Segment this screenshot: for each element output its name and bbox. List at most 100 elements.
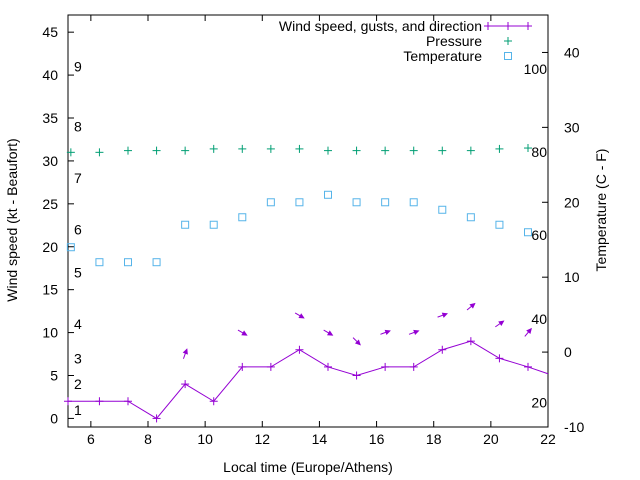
wind-point [181,380,190,389]
wind-point [466,337,475,346]
legend-label: Pressure [426,33,482,49]
pressure-point [409,146,418,155]
y2-tick-label: 0 [564,344,572,360]
wind-point [324,362,332,371]
legend: Wind speed, gusts, and directionPressure… [279,18,532,64]
y2-tick-label: -10 [564,419,584,435]
wind-point [95,397,104,406]
wind-point [64,397,72,406]
y-tick-label: 15 [42,282,58,298]
legend-marker [504,52,512,60]
pressure-point [381,146,390,155]
fahrenheit-label: 100 [524,61,548,77]
legend-marker [504,22,512,30]
arrow-head [327,330,334,336]
wind-arrow [437,312,449,318]
pressure-point [438,146,447,155]
y-tick-label: 45 [42,24,58,40]
wind-arrow [524,327,532,337]
y-tick-label: 40 [42,67,58,83]
y2-axis-label: Temperature (C - F) [593,149,609,272]
legend-marker [484,22,492,30]
arrow-head [469,302,476,309]
arrow-head [498,320,505,326]
arrow-head [384,329,391,336]
y2-tick-label: 40 [564,44,580,60]
arrow-head [298,313,305,319]
x-tick-label: 16 [369,431,385,447]
temperature-point [524,228,532,237]
fahrenheit-label: 20 [531,394,547,410]
y-tick-label: 5 [50,368,58,384]
y-tick-label: 35 [42,110,58,126]
series-pressure [66,144,532,157]
wind-point [209,397,218,406]
wind-arrow [408,329,420,336]
temperature-point [495,220,504,229]
beaufort-label: 5 [74,265,82,281]
pressure-point [209,144,218,153]
wind-arrow [466,302,476,311]
pressure-point [266,144,275,153]
y-tick-label: 10 [42,325,58,341]
arrow-head [354,339,361,346]
pressure-point [352,146,361,155]
beaufort-label: 8 [74,119,82,135]
wind-arrows [182,302,532,359]
temperature-point [295,198,304,207]
wind-point [524,362,532,371]
temperature-point [66,243,75,252]
x-tick-label: 12 [254,431,270,447]
wind-point [124,397,132,406]
wind-arrow [237,329,248,336]
wind-point [381,362,390,371]
wind-point [266,362,275,371]
pressure-point [95,148,104,157]
temperature-point [209,220,218,229]
pressure-point [495,144,504,153]
y-tick-label: 30 [42,153,58,169]
plot-frame [67,14,549,428]
pressure-point [66,148,75,157]
beaufort-label: 7 [74,170,82,186]
wind-point [352,371,361,380]
wind-arrow [323,329,334,336]
beaufort-label: 1 [74,402,82,418]
y-tick-label: 0 [50,410,58,426]
temperature-point [324,190,332,199]
temperature-point [181,220,190,229]
wind-arrow [352,337,361,346]
temperature-point [438,205,447,214]
wind-arrow [182,348,188,359]
temperature-point [409,198,418,207]
arrow-head [441,312,449,318]
wind-point [409,362,418,371]
pressure-point [124,146,132,155]
x-tick-label: 6 [87,431,95,447]
legend-marker [524,22,532,30]
fahrenheit-label: 80 [531,144,547,160]
wind-arrow [380,329,391,336]
legend-entry: Wind speed, gusts, and direction [279,18,532,34]
pressure-point [152,146,161,155]
pressure-point [466,146,475,155]
y2-tick-label: 20 [564,194,580,210]
x-tick-label: 20 [483,431,499,447]
wind-arrow [495,320,505,328]
wind-point [438,345,447,354]
fahrenheit-label: 40 [531,311,547,327]
wind-point [238,362,247,371]
pressure-point [524,144,532,153]
wind-point [152,414,161,423]
series-layer [64,144,549,423]
pressure-point [238,144,247,153]
temperature-point [352,198,361,207]
fahrenheit-label: 60 [531,227,547,243]
x-tick-label: 10 [197,431,213,447]
arrow-head [413,329,420,336]
beaufort-label: 9 [74,59,82,75]
y2-tick-label: 10 [564,269,580,285]
x-tick-label: 14 [312,431,328,447]
beaufort-label: 3 [74,350,82,366]
